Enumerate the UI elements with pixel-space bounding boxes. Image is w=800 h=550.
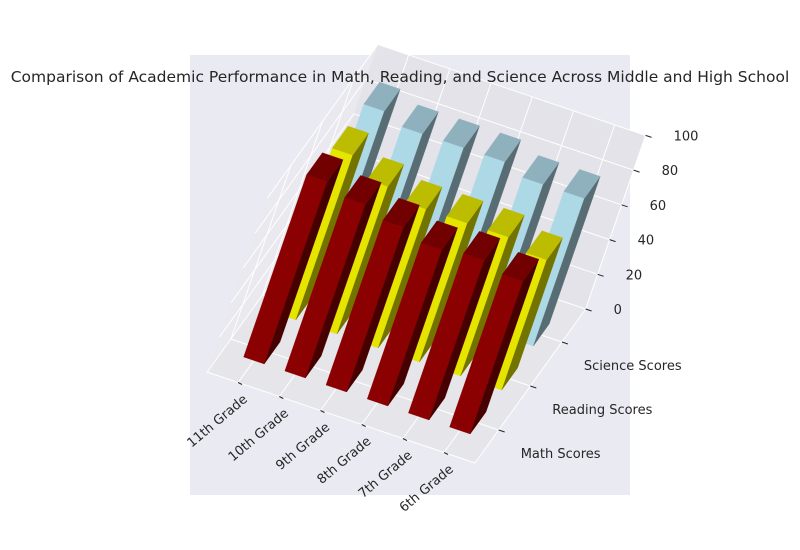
z-tick-mark (585, 308, 592, 312)
bar-math-scores-2 (367, 220, 458, 407)
z-tick-mark (621, 204, 628, 208)
x-tick-mark (402, 438, 408, 441)
z-tick-label: 20 (626, 268, 643, 283)
bar-math-scores-4 (284, 175, 382, 379)
z-tick-label: 60 (650, 199, 667, 214)
x-tick-mark (237, 382, 243, 385)
z-tick-label: 40 (638, 234, 655, 249)
grid-line-z (266, 44, 379, 199)
x-tick-mark (443, 452, 449, 455)
z-axis-line (585, 135, 647, 310)
grid-line-y (230, 165, 292, 340)
grid-line-z (365, 78, 634, 171)
bar-top-face (484, 132, 522, 162)
bar-top-face (522, 155, 560, 185)
x-axis-line (207, 371, 476, 464)
bar-top-face (446, 193, 484, 224)
bar-top-face (563, 169, 601, 199)
grid-line-y (262, 121, 323, 296)
bar-math-scores-3 (325, 197, 420, 393)
x-tick-mark (361, 424, 366, 427)
bars-layer (243, 81, 601, 435)
z-tick-mark (597, 273, 604, 277)
bar-top-face (382, 197, 420, 228)
y-tick-mark (498, 429, 505, 433)
bar-top-face (401, 104, 439, 134)
y-tick-mark (561, 341, 569, 345)
z-tick-mark (645, 134, 652, 138)
bar-top-face (363, 81, 401, 112)
bar-top-face (420, 220, 458, 250)
bar-top-face (306, 152, 344, 182)
bar-top-face (331, 125, 369, 156)
grid-line-z (377, 43, 646, 136)
y-tick-label: Math Scores (521, 447, 601, 462)
y-tick-label: Science Scores (584, 359, 682, 374)
z-tick-label: 80 (662, 164, 679, 179)
x-tick-mark (279, 396, 284, 399)
z-tick-mark (633, 169, 640, 173)
y-tick-mark (530, 385, 537, 389)
z-tick-label: 100 (674, 129, 699, 144)
bar-top-face (344, 175, 382, 205)
bar-top-face (525, 230, 563, 260)
bar-top-face (463, 231, 501, 261)
x-tick-mark (320, 410, 325, 413)
z-tick-label: 0 (614, 303, 622, 318)
chart-title: Comparison of Academic Performance in Ma… (11, 68, 790, 86)
bar-math-scores-0 (449, 252, 540, 435)
bar-top-face (442, 118, 480, 148)
y-tick-label: Reading Scores (552, 403, 652, 418)
bar-math-scores-1 (408, 231, 501, 421)
bar-top-face (502, 252, 540, 282)
bar-top-face (487, 207, 525, 238)
z-tick-mark (609, 239, 616, 243)
bar-math-scores-5 (243, 152, 344, 365)
